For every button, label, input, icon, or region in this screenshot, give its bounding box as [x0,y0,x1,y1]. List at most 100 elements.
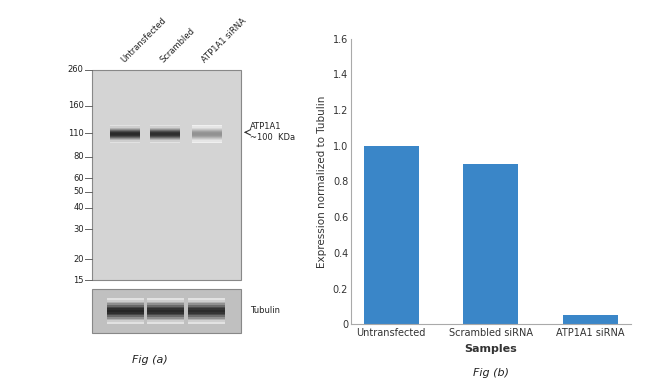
Text: Tubulin: Tubulin [250,306,280,315]
Text: 30: 30 [73,225,84,234]
Bar [192,127,222,128]
Bar [150,125,180,127]
Bar [110,128,140,129]
Text: 60: 60 [73,174,84,183]
Bar [110,134,140,135]
Bar [107,298,144,300]
Bar [150,130,180,131]
Bar [147,317,184,318]
Bar [192,135,222,136]
Bar [147,315,184,317]
Text: 40: 40 [73,203,84,212]
Bar [192,141,222,142]
Text: 50: 50 [73,187,84,196]
Bar [147,310,184,312]
Bar [188,307,226,308]
Bar [147,305,184,307]
Bar [188,320,226,322]
Bar [110,132,140,134]
Bar [107,310,144,312]
Bar [110,130,140,131]
Bar [110,141,140,142]
Bar [150,137,180,138]
Bar [147,300,184,301]
Bar [147,301,184,303]
Bar [110,129,140,130]
Bar [110,139,140,141]
Bar [107,300,144,301]
Bar [92,70,241,280]
Bar [188,322,226,324]
Bar [192,129,222,130]
Bar [147,313,184,315]
Text: Untransfected: Untransfected [119,16,168,65]
Bar [188,310,226,312]
Bar [107,308,144,310]
Bar [192,130,222,131]
Text: Fig (b): Fig (b) [473,368,509,378]
Bar [188,318,226,320]
X-axis label: Samples: Samples [464,344,517,354]
Bar [150,141,180,142]
Bar [107,315,144,317]
Text: 80: 80 [73,152,84,161]
Bar [110,142,140,143]
Bar [188,301,226,303]
Bar [188,300,226,301]
Bar [192,136,222,137]
Bar [192,137,222,138]
Bar [188,317,226,318]
Bar [192,134,222,135]
Bar [192,128,222,129]
Bar [147,312,184,313]
Bar [107,301,144,303]
Bar [107,317,144,318]
Bar [192,138,222,139]
Bar [188,308,226,310]
Bar [188,315,226,317]
Bar [107,318,144,320]
Bar [92,289,241,333]
Text: ATP1A1 siRNA: ATP1A1 siRNA [200,17,248,65]
Text: 15: 15 [73,276,84,285]
Bar [150,135,180,136]
Bar [150,142,180,143]
Bar [147,303,184,305]
Bar [150,129,180,130]
Text: Fig (a): Fig (a) [131,355,168,365]
Bar [192,142,222,143]
Bar [188,305,226,307]
Bar [107,313,144,315]
Bar [107,305,144,307]
Bar [188,313,226,315]
Bar [150,132,180,134]
Bar [188,312,226,313]
Bar [192,139,222,141]
Bar [150,136,180,137]
Bar [147,322,184,324]
Bar [110,135,140,136]
Bar [110,125,140,127]
Bar [110,127,140,128]
Bar [463,164,518,324]
Bar [188,298,226,300]
Bar [107,307,144,308]
Text: 260: 260 [68,65,84,74]
Bar [188,303,226,305]
Bar [192,131,222,132]
Bar [107,303,144,305]
Bar [107,322,144,324]
Bar [192,125,222,127]
Bar [150,138,180,139]
Bar [107,312,144,313]
Text: ATP1A1
~100  KDa: ATP1A1 ~100 KDa [250,122,294,142]
Text: 160: 160 [68,101,84,110]
Bar [147,308,184,310]
Bar [110,131,140,132]
Bar [150,128,180,129]
Bar [150,139,180,141]
Bar [150,134,180,135]
Bar [110,138,140,139]
Y-axis label: Expression normalized to Tubulin: Expression normalized to Tubulin [317,95,328,267]
Text: 20: 20 [73,255,84,264]
